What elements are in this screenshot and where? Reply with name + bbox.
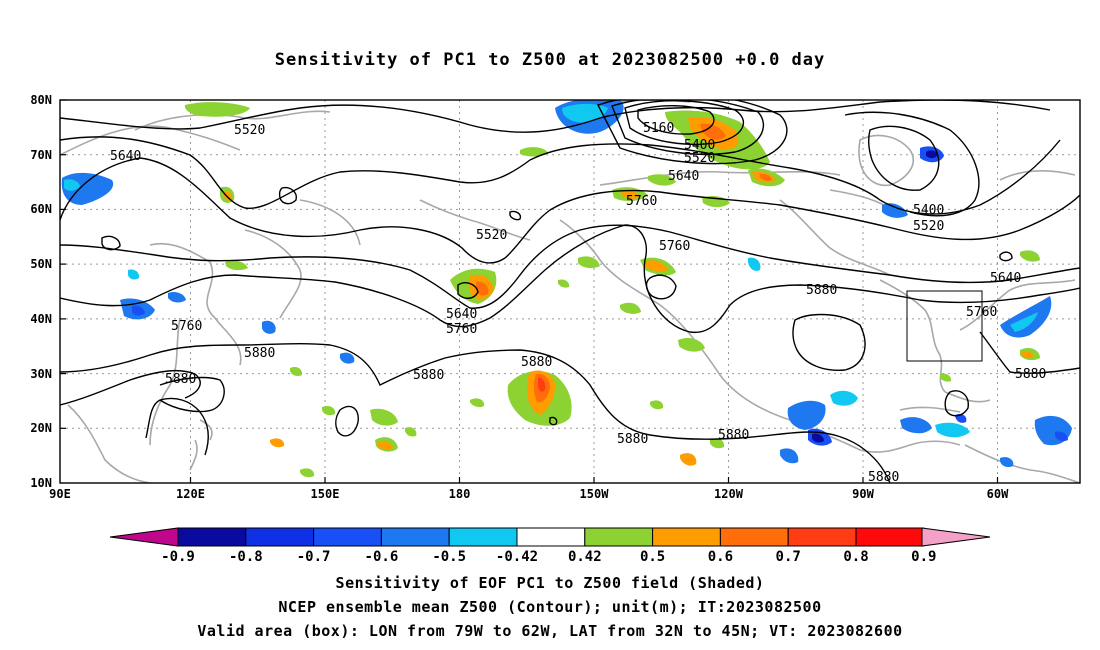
colorbar-label: 0.42 <box>568 549 602 565</box>
colorbar-cell <box>719 527 789 547</box>
colorbar-cell <box>652 527 721 547</box>
lon-label: 180 <box>449 487 471 501</box>
lon-label: 90W <box>852 487 874 501</box>
contour-labels: 5520 5640 5160 5400 5520 5640 5760 5520 … <box>110 121 1046 485</box>
longitude-labels: 90E 120E 150E 180 150W 120W 90W 60W <box>49 487 1009 501</box>
contour-label: 5400 <box>684 138 715 153</box>
lon-label: 120W <box>714 487 744 501</box>
lat-label: 60N <box>30 202 52 216</box>
lon-label: 90E <box>49 487 71 501</box>
contour-label: 5400 <box>913 203 944 218</box>
colorbar-cell <box>245 527 315 547</box>
caption-line-3: Valid area (box): LON from 79W to 62W, L… <box>197 622 903 640</box>
contour-label: 5640 <box>668 169 699 184</box>
contour-label: 5640 <box>110 149 141 164</box>
contour-label: 5880 <box>1015 367 1046 382</box>
colorbar-label: -0.5 <box>432 549 466 565</box>
lat-label: 10N <box>30 476 52 490</box>
contour-label: 5880 <box>718 428 749 443</box>
colorbar-cell <box>787 527 857 547</box>
contour-label: 5760 <box>659 239 690 254</box>
colorbar-cell <box>584 527 654 547</box>
colorbar-label: -0.8 <box>229 549 263 565</box>
tick-marks <box>60 99 999 483</box>
sensitivity-shading <box>61 100 1072 478</box>
plot-frame <box>59 99 1081 484</box>
contour-label: 5760 <box>446 322 477 337</box>
lat-label: 30N <box>30 367 52 381</box>
lon-label: 150W <box>580 487 610 501</box>
lon-label: 120E <box>176 487 205 501</box>
colorbar-right-arrow <box>921 527 991 547</box>
contour-label: 5160 <box>643 121 674 136</box>
contour-label: 5880 <box>244 346 275 361</box>
colorbar-cell <box>380 527 450 547</box>
contour-label: 5760 <box>966 305 997 320</box>
contour-label: 5880 <box>868 470 899 485</box>
contour-label: 5760 <box>171 319 202 334</box>
contour-label: 5520 <box>684 151 715 166</box>
contour-label: 5760 <box>626 194 657 209</box>
lat-label: 80N <box>30 93 52 107</box>
contour-label: 5640 <box>446 307 477 322</box>
colorbar-label: 0.6 <box>708 549 733 565</box>
contour-label: 5880 <box>521 355 552 370</box>
contour-label: 5520 <box>234 123 265 138</box>
contour-label: 5880 <box>165 372 196 387</box>
contour-label: 5880 <box>617 432 648 447</box>
colorbar-label: 0.7 <box>776 549 801 565</box>
caption-line-1: Sensitivity of EOF PC1 to Z500 field (Sh… <box>335 574 765 592</box>
contour-label: 5520 <box>476 228 507 243</box>
z500-contours <box>60 100 1080 483</box>
colorbar-label: -0.9 <box>161 549 195 565</box>
colorbar-cell <box>516 527 586 547</box>
contour-label: 5520 <box>913 219 944 234</box>
lat-label: 70N <box>30 148 52 162</box>
contour-label: 5880 <box>413 368 444 383</box>
lat-label: 50N <box>30 257 52 271</box>
colorbar-cell <box>177 527 247 547</box>
lat-label: 20N <box>30 421 52 435</box>
colorbar-label: 0.8 <box>843 549 868 565</box>
colorbar-cell <box>313 527 382 547</box>
latitude-labels: 80N 70N 60N 50N 40N 30N 20N 10N <box>30 93 52 490</box>
colorbar-cell <box>448 527 518 547</box>
lat-label: 40N <box>30 312 52 326</box>
colorbar-label: 0.9 <box>911 549 936 565</box>
contour-label: 5880 <box>806 283 837 298</box>
colorbar-label: -0.42 <box>496 549 538 565</box>
colorbar-label: -0.6 <box>365 549 399 565</box>
colorbar: -0.9 -0.8 -0.7 -0.6 -0.5 -0.42 0.42 0.5 0.6 0.7 0.… <box>109 527 991 565</box>
colorbar-left-arrow <box>109 527 179 547</box>
lon-label: 60W <box>987 487 1009 501</box>
lon-label: 150E <box>311 487 340 501</box>
colorbar-label: -0.7 <box>297 549 331 565</box>
colorbar-cell <box>855 527 925 547</box>
chart-title: Sensitivity of PC1 to Z500 at 2023082500… <box>274 50 826 70</box>
valid-area-box <box>906 290 983 362</box>
colorbar-label: 0.5 <box>640 549 665 565</box>
caption-line-2: NCEP ensemble mean Z500 (Contour); unit(… <box>278 598 822 616</box>
contour-label: 5640 <box>990 271 1021 286</box>
